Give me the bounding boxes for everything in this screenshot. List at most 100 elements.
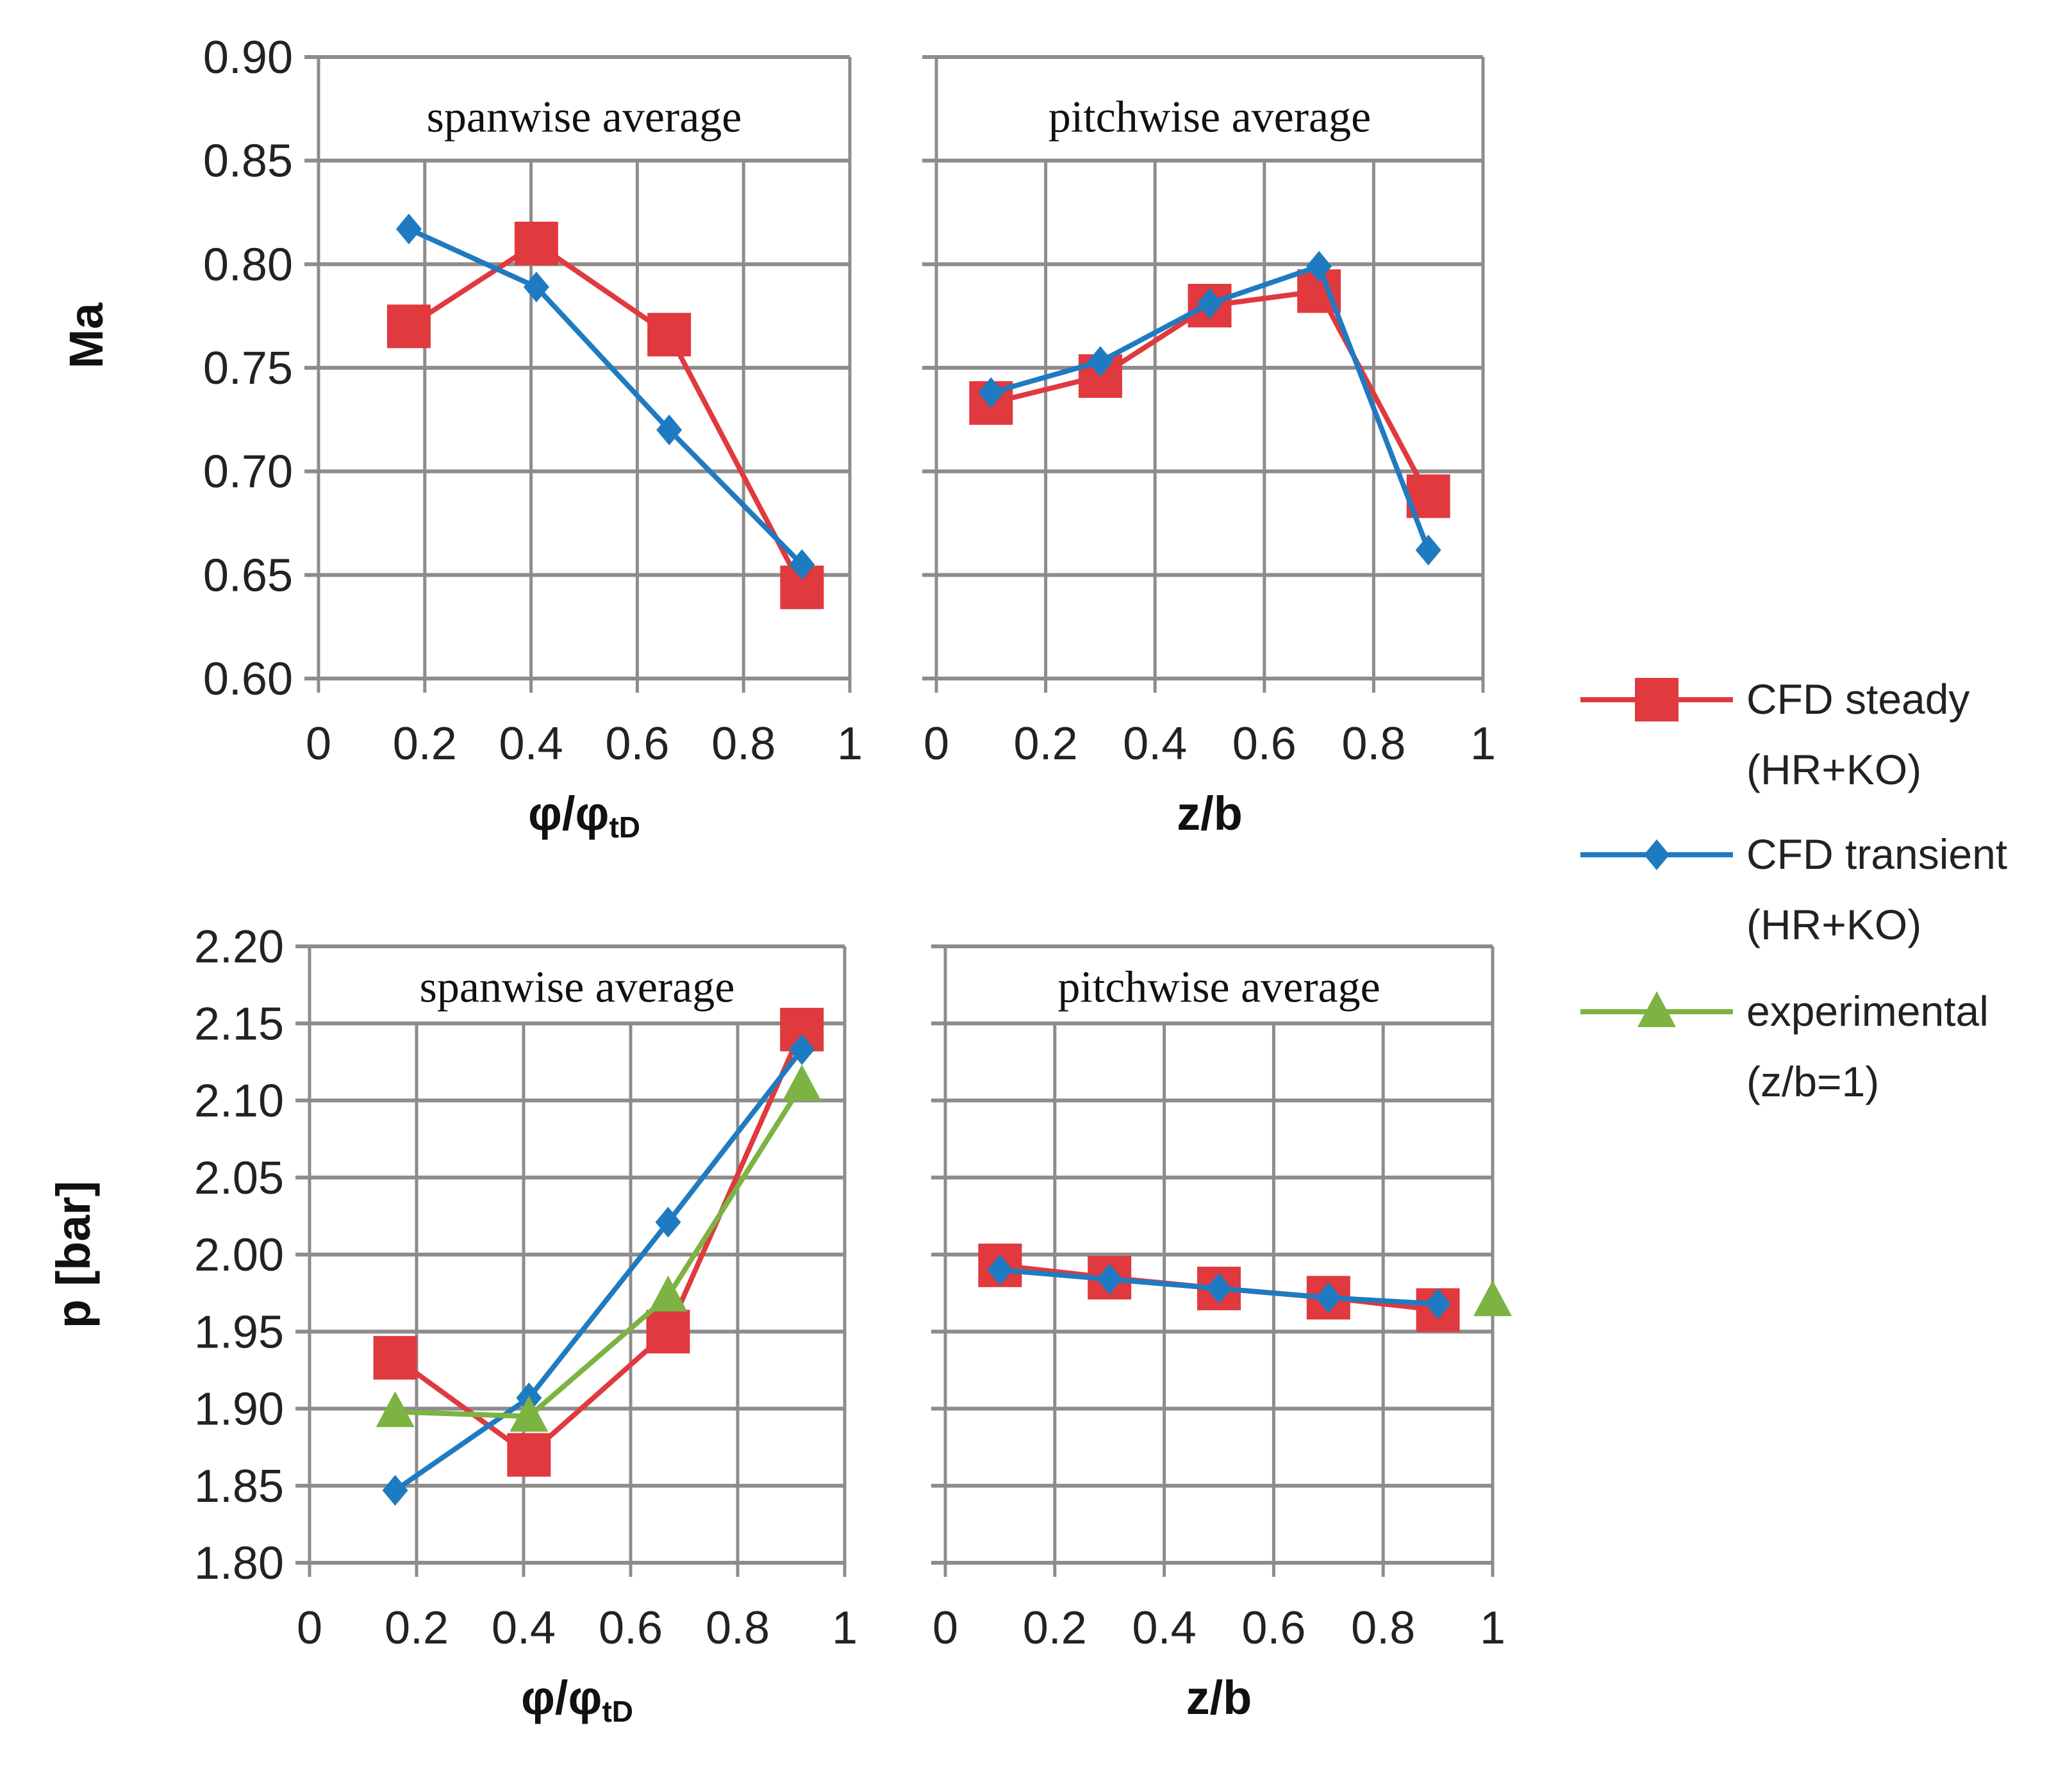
diamond-marker [1206,1273,1232,1304]
series-line [394,1028,804,1458]
x-tick-label: 0.8 [1351,1602,1415,1654]
square-marker [1635,678,1678,721]
series-cfd_transient [987,1255,1451,1319]
x-tick-label: 0 [297,1602,322,1654]
series-cfd_steady [386,222,824,609]
series-line [408,226,804,566]
y-tick-label: 0.75 [203,343,293,394]
x-tick-label: 0.4 [1123,718,1187,770]
diamond-marker [1415,534,1441,566]
diamond-marker [789,549,815,581]
panel-title: spanwise average [420,963,735,1012]
y-tick-label: 1.85 [194,1461,284,1512]
diamond-marker [1087,346,1113,377]
y-tick-label: 0.70 [203,447,293,498]
x-tick-label: 0.4 [492,1602,556,1654]
legend: CFD steady (HR+KO) CFD transient (HR+KO) exp… [1580,675,2007,1105]
legend-item-cfd_transient: CFD transient (HR+KO) [1580,830,2007,948]
x-tick-label: 0.6 [1232,718,1297,770]
square-marker [386,304,431,349]
y-tick-label: 0.60 [203,654,293,705]
panel-title: pitchwise average [1057,963,1380,1012]
x-tick-label: 0.2 [1023,1602,1087,1654]
chart-panel-2: 0 0.2 0.4 0.6 0.8 1 pitchwise average z/b [922,55,1496,840]
x-tick-label: 0.4 [499,718,563,770]
x-tick-label: 0.8 [1341,718,1405,770]
panel-title: spanwise average [427,92,742,142]
square-marker [507,1433,551,1477]
triangle-marker [376,1391,415,1428]
x-tick-label: 0 [306,718,331,770]
y-axis-label: Ma [60,302,113,369]
square-marker [514,222,558,265]
diamond-marker [1306,251,1332,282]
chart-panel-1: 0.60 0.65 0.70 0.75 0.80 0.85 0.90 0 0.2 0.4 0.6 0.… [60,32,863,844]
series-cfd_steady [373,1007,824,1477]
legend-label: CFD transient [1746,830,2007,878]
y-tick-label: 2.20 [194,921,284,973]
y-tick-label: 0.80 [203,239,293,290]
x-tick-label: 0.6 [1241,1602,1305,1654]
panel-title: pitchwise average [1048,92,1371,142]
y-axis-label: p [bar] [47,1181,100,1328]
x-axis-label: φ/φtD [521,1671,633,1728]
x-tick-label: 0.8 [711,718,775,770]
chart-panel-4: 0 0.2 0.4 0.6 0.8 1 pitchwise average z/b [931,944,1512,1724]
y-tick-label: 1.80 [194,1538,284,1589]
x-tick-label: 1 [1470,718,1496,770]
triangle-marker [649,1275,688,1312]
diamond-marker [1425,1288,1451,1319]
series-cfd_transient [382,1034,815,1506]
square-marker [373,1336,417,1380]
series-experimental [1473,1280,1512,1317]
y-tick-label: 0.85 [203,136,293,187]
series-line [407,240,804,589]
x-tick-label: 0.2 [1014,718,1078,770]
x-axis-label: φ/φtD [528,787,640,844]
x-tick-label: 0 [932,1602,958,1654]
square-marker [646,1310,690,1354]
legend-label-detail: (z/b=1) [1746,1058,1879,1105]
legend-label: CFD steady [1746,675,1969,723]
diamond-marker [1315,1282,1341,1314]
legend-label-detail: (HR+KO) [1746,901,1921,948]
series-cfd_transient [395,213,815,581]
diamond-marker [1097,1264,1123,1295]
diamond-marker [382,1474,408,1506]
x-tick-label: 1 [1480,1602,1505,1654]
y-tick-label: 0.90 [203,32,293,83]
triangle-marker [510,1396,549,1432]
x-tick-label: 0.6 [599,1602,663,1654]
diamond-marker [978,377,1004,408]
diamond-marker [1197,288,1223,319]
triangle-marker [783,1064,822,1101]
diamond-marker [656,415,683,445]
series-experimental [376,1064,822,1432]
x-tick-label: 1 [832,1602,858,1654]
series-line [394,1048,804,1493]
legend-item-cfd_steady: CFD steady (HR+KO) [1580,675,1969,793]
y-tick-label: 1.90 [194,1384,284,1435]
legend-item-experimental: experimental (z/b=1) [1580,987,1989,1105]
y-tick-label: 2.15 [194,998,284,1050]
triangle-marker [1473,1280,1512,1317]
x-tick-label: 0 [924,718,949,770]
chart-panel-3: 1.80 1.85 1.90 1.95 2.00 2.05 2.10 2.15 2.20 0 0.2… [47,921,858,1728]
series-cfd_transient [978,251,1441,566]
x-tick-label: 0.2 [393,718,457,770]
triangle-marker [1637,991,1676,1027]
x-tick-label: 0.6 [605,718,669,770]
diamond-marker [1644,839,1670,870]
y-tick-label: 1.95 [194,1306,284,1358]
x-axis-label: z/b [1177,787,1243,840]
legend-label: experimental [1746,987,1989,1035]
square-marker [647,313,692,357]
y-tick-label: 2.10 [194,1076,284,1127]
x-tick-label: 0.8 [706,1602,770,1654]
diamond-marker [523,271,549,302]
y-tick-label: 2.05 [194,1153,284,1204]
x-tick-label: 0.2 [385,1602,449,1654]
y-tick-label: 0.65 [203,550,293,601]
x-axis-label: z/b [1186,1671,1252,1724]
